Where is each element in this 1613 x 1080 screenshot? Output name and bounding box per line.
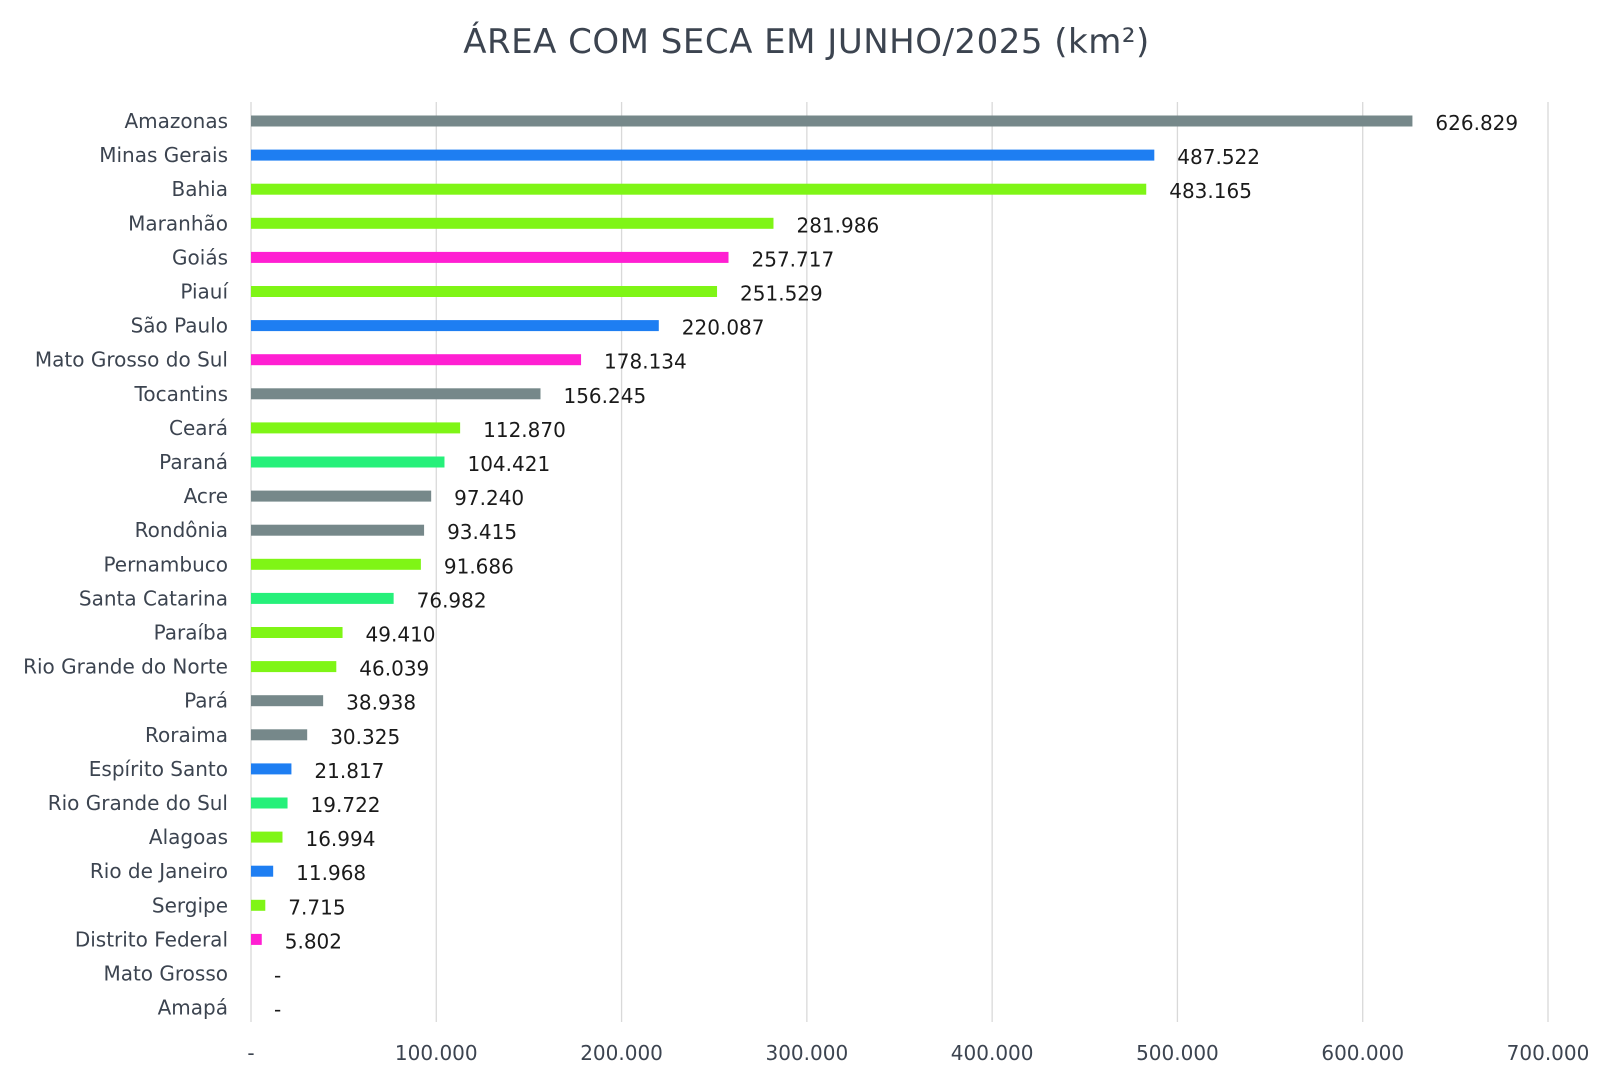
x-tick-label: - <box>247 1041 254 1065</box>
category-label: Goiás <box>172 245 228 269</box>
data-label: 76.982 <box>417 588 487 612</box>
data-label: 220.087 <box>682 316 765 340</box>
bar <box>251 320 659 332</box>
category-label: Espírito Santo <box>89 757 228 781</box>
bar <box>251 729 308 741</box>
data-label: 178.134 <box>604 350 687 374</box>
category-label: Distrito Federal <box>75 927 228 951</box>
data-label: 487.522 <box>1177 145 1260 169</box>
category-label: Pernambuco <box>103 552 228 576</box>
x-tick-label: 700.000 <box>1507 1041 1590 1065</box>
category-label: Sergipe <box>152 893 228 917</box>
data-label: - <box>274 998 281 1022</box>
category-label: Tocantins <box>134 382 228 406</box>
data-label: 112.870 <box>483 418 566 442</box>
category-label: Piauí <box>180 280 229 304</box>
bar <box>251 933 262 945</box>
category-label: Rio Grande do Norte <box>23 655 228 679</box>
bar <box>251 115 1413 127</box>
bar <box>251 388 541 400</box>
x-tick-label: 500.000 <box>1136 1041 1219 1065</box>
bars <box>251 115 1413 945</box>
category-labels: Amazonas Minas Gerais Bahia Maranhão Goiás Pi… <box>23 109 229 1020</box>
data-label: 251.529 <box>740 282 823 306</box>
value-labels: 626.829 487.522 483.165 281.986 257.717 251.5… <box>274 111 1518 1022</box>
bar <box>251 354 582 366</box>
data-label: 156.245 <box>563 384 646 408</box>
category-label: São Paulo <box>131 314 228 338</box>
data-label: 16.994 <box>305 827 375 851</box>
category-label: Santa Catarina <box>79 586 228 610</box>
data-label: - <box>274 964 281 988</box>
category-label: Mato Grosso <box>103 962 228 986</box>
bar <box>251 422 461 434</box>
data-label: 257.717 <box>752 247 835 271</box>
category-label: Rio de Janeiro <box>90 859 228 883</box>
category-label: Alagoas <box>149 825 228 849</box>
category-label: Paraíba <box>154 621 228 645</box>
x-tick-label: 400.000 <box>951 1041 1034 1065</box>
data-label: 30.325 <box>330 725 400 749</box>
data-label: 38.938 <box>346 691 416 715</box>
data-label: 97.240 <box>454 486 524 510</box>
category-label: Paraná <box>159 450 228 474</box>
x-tick-label: 100.000 <box>395 1041 478 1065</box>
data-label: 626.829 <box>1435 111 1518 135</box>
bar <box>251 251 729 263</box>
bar <box>251 797 288 809</box>
bar <box>251 149 1155 161</box>
bar <box>251 183 1147 195</box>
bar <box>251 899 266 911</box>
bar <box>251 831 283 843</box>
bar <box>251 456 445 468</box>
category-label: Bahia <box>172 177 228 201</box>
data-label: 91.686 <box>444 554 514 578</box>
bar <box>251 286 718 297</box>
data-label: 19.722 <box>311 793 381 817</box>
data-label: 21.817 <box>314 759 384 783</box>
data-label: 11.968 <box>296 861 366 885</box>
bar <box>251 217 774 229</box>
bar <box>251 558 421 570</box>
category-label: Rondônia <box>135 518 228 542</box>
data-label: 104.421 <box>467 452 550 476</box>
category-label: Mato Grosso do Sul <box>35 348 228 372</box>
x-tick-label: 200.000 <box>580 1041 663 1065</box>
x-axis-ticks: - 100.000 200.000 300.000 400.000 500.000 600.… <box>247 1041 1589 1065</box>
category-label: Roraima <box>145 723 228 747</box>
bar <box>251 490 432 502</box>
data-label: 46.039 <box>359 657 429 681</box>
bar <box>251 865 274 877</box>
bar <box>251 524 425 536</box>
bar <box>251 592 394 604</box>
bar <box>251 661 337 673</box>
data-label: 7.715 <box>288 895 345 919</box>
category-label: Pará <box>184 689 228 713</box>
category-label: Minas Gerais <box>99 143 228 167</box>
bar <box>251 763 292 775</box>
category-label: Amapá <box>158 996 228 1020</box>
data-label: 49.410 <box>366 623 436 647</box>
bar <box>251 695 324 707</box>
data-label: 93.415 <box>447 520 517 544</box>
category-label: Ceará <box>169 416 228 440</box>
x-tick-label: 600.000 <box>1321 1041 1404 1065</box>
data-label: 5.802 <box>285 929 342 953</box>
category-label: Amazonas <box>124 109 228 133</box>
category-label: Maranhão <box>128 211 228 235</box>
data-label: 483.165 <box>1169 179 1252 203</box>
data-label: 281.986 <box>796 213 879 237</box>
category-label: Rio Grande do Sul <box>48 791 228 815</box>
bar <box>251 627 343 638</box>
category-label: Acre <box>184 484 228 508</box>
chart-title: ÁREA COM SECA EM JUNHO/2025 (km²) <box>463 22 1150 62</box>
x-tick-label: 300.000 <box>765 1041 848 1065</box>
